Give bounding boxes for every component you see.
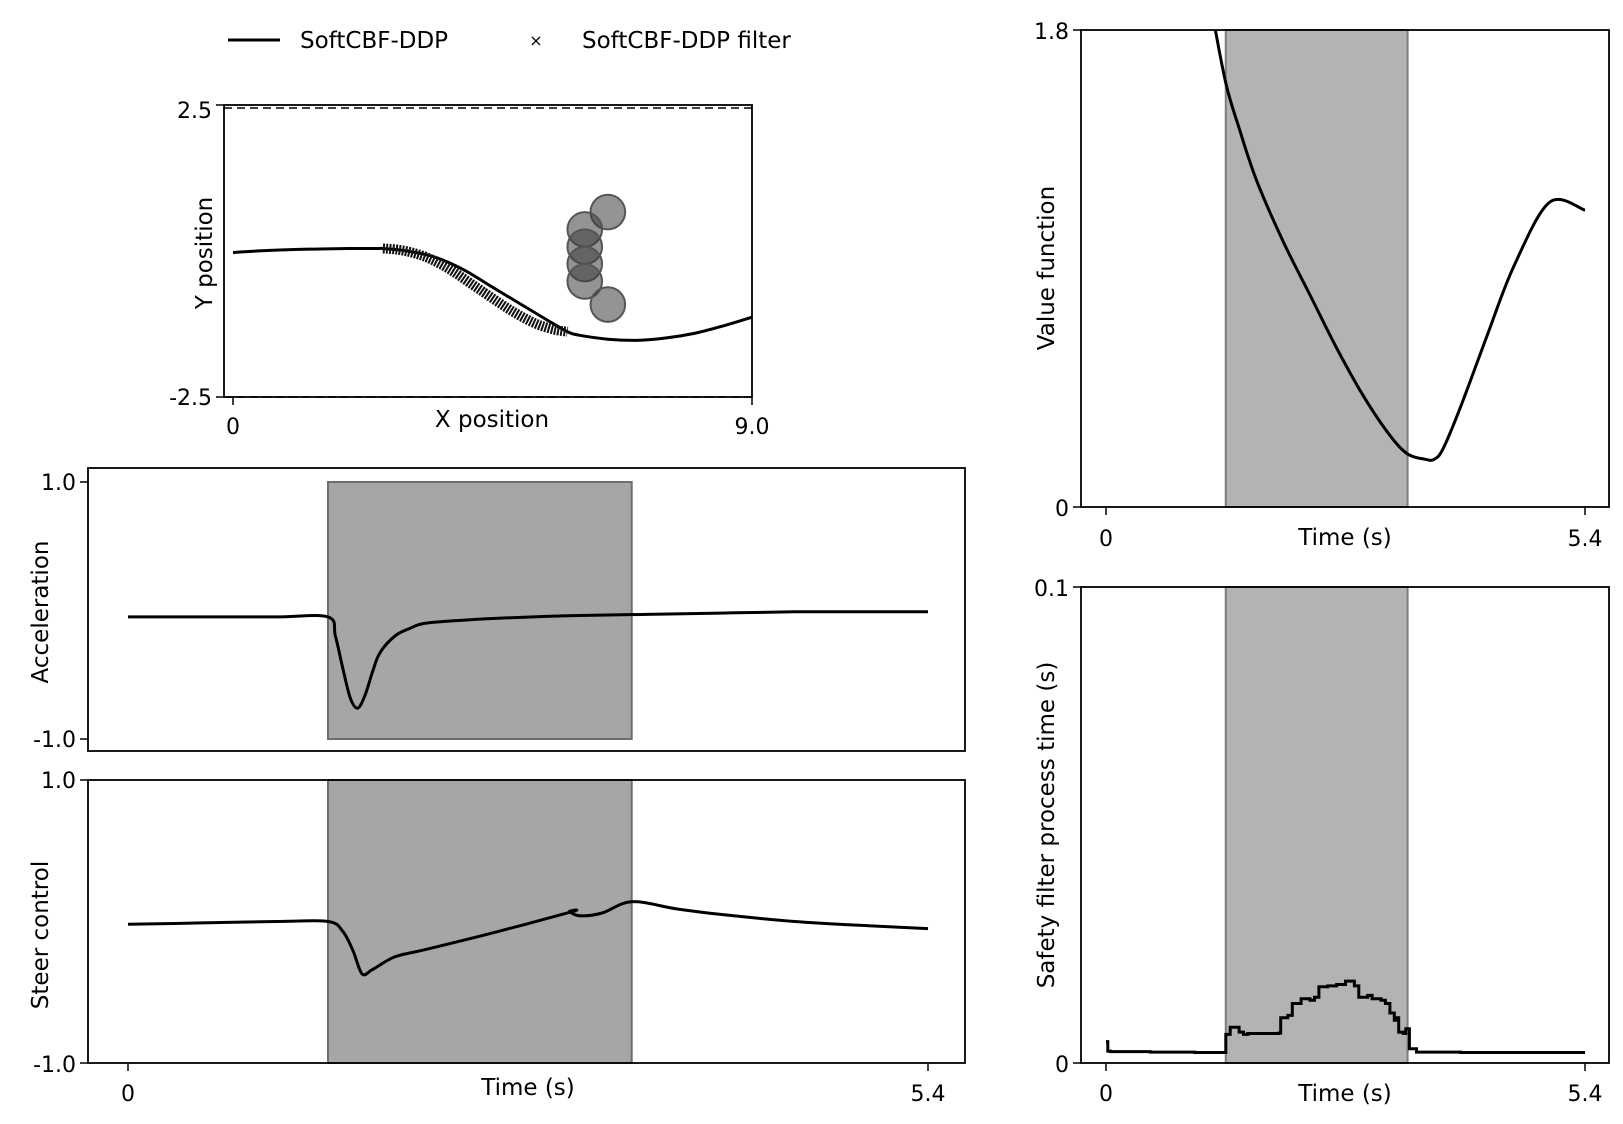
legend-label-filter: SoftCBF-DDP filter xyxy=(582,28,791,54)
x-axis-label: Time (s) xyxy=(1297,1081,1392,1107)
filter-markers xyxy=(382,243,569,337)
y-tick-bottom: 0 xyxy=(1055,497,1069,522)
acceleration-panel: 1.0 -1.0 Acceleration xyxy=(28,467,966,753)
process-time-axes-frame xyxy=(1080,586,1610,1064)
trajectory-axes-frame xyxy=(223,104,753,398)
x-tick-left: 0 xyxy=(121,1082,135,1107)
active-region-shade xyxy=(327,779,633,1064)
y-tick-top: 1.8 xyxy=(1034,20,1069,45)
process-time-panel: 0.1 0 0 5.4 Time (s) Safety filter proce… xyxy=(1034,577,1610,1107)
y-tick-bottom: -2.5 xyxy=(169,386,212,411)
steer-axes-frame xyxy=(87,779,966,1064)
active-region-shade xyxy=(1224,29,1409,508)
acceleration-axes-frame xyxy=(87,467,966,752)
x-tick-right: 9.0 xyxy=(735,415,770,440)
y-axis-label: Y position xyxy=(192,197,218,310)
process-time-line xyxy=(1106,979,1585,1054)
value-function-panel: 1.8 0 0 5.4 Time (s) Value function xyxy=(1034,20,1610,552)
x-tick-left: 0 xyxy=(1099,527,1113,552)
acceleration-line xyxy=(128,610,928,710)
y-axis-label: Safety filter process time (s) xyxy=(1034,662,1060,989)
legend: SoftCBF-DDP × SoftCBF-DDP filter xyxy=(228,28,791,54)
value-axes-frame xyxy=(1080,29,1610,508)
y-tick-top: 2.5 xyxy=(177,99,212,124)
legend-label-softcbf: SoftCBF-DDP xyxy=(300,28,448,54)
trajectory-panel: 2.5 -2.5 0 9.0 X position Y position xyxy=(169,99,769,440)
x-tick-left: 0 xyxy=(1099,1082,1113,1107)
active-region-shade xyxy=(327,481,633,740)
steer-panel: 1.0 -1.0 0 5.4 Time (s) Steer control xyxy=(28,769,966,1107)
y-axis-label: Value function xyxy=(1034,186,1060,350)
legend-x-swatch: × xyxy=(529,31,542,50)
x-axis-label: Time (s) xyxy=(480,1075,575,1101)
steer-control-line xyxy=(127,900,929,977)
x-tick-right: 5.4 xyxy=(1568,527,1603,552)
obstacle-6 xyxy=(589,286,627,323)
y-tick-top: 1.0 xyxy=(41,769,76,794)
obstacle-5 xyxy=(566,263,604,300)
x-tick-left: 0 xyxy=(226,415,240,440)
active-region-shade xyxy=(1224,586,1409,1064)
y-axis-label: Steer control xyxy=(28,861,54,1009)
x-tick-right: 5.4 xyxy=(911,1082,946,1107)
y-tick-bottom: -1.0 xyxy=(33,1053,76,1078)
x-axis-label: Time (s) xyxy=(1297,525,1392,551)
y-tick-bottom: -1.0 xyxy=(33,728,76,753)
value-function-line xyxy=(1213,30,1586,462)
trajectory-line xyxy=(232,246,753,342)
x-axis-label: X position xyxy=(435,407,549,433)
trajectory-ticks xyxy=(216,104,753,405)
obstacles xyxy=(566,193,627,323)
x-tick-right: 5.4 xyxy=(1568,1082,1603,1107)
y-tick-top: 1.0 xyxy=(41,471,76,496)
y-axis-label: Acceleration xyxy=(28,541,54,684)
y-tick-top: 0.1 xyxy=(1034,577,1069,602)
y-tick-bottom: 0 xyxy=(1055,1053,1069,1078)
